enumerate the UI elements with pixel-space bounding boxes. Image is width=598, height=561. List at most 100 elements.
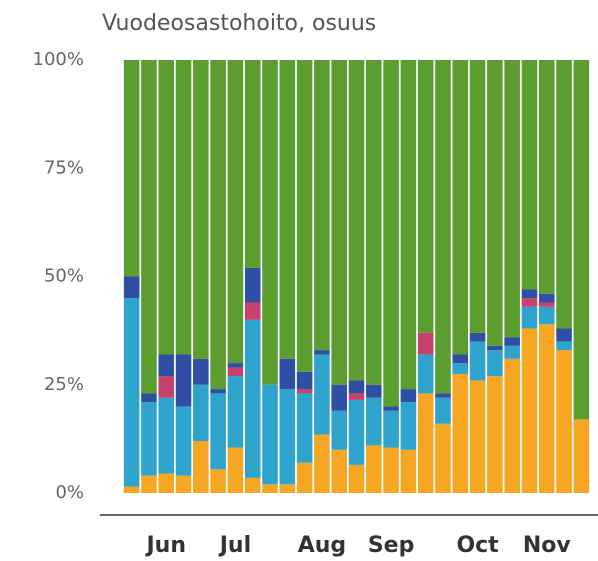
bar-segment: [193, 384, 209, 442]
bar-segment: [469, 60, 486, 333]
bar-segment: [331, 384, 347, 411]
bar-segment: [331, 410, 347, 450]
bar-segment: [469, 332, 486, 342]
bar-segment: [573, 60, 590, 420]
bar-segment: [279, 358, 296, 390]
bar-segment: [469, 380, 486, 493]
bar-segment: [296, 462, 313, 493]
bar-segment: [262, 484, 278, 493]
bar-segment: [400, 449, 417, 493]
bar-segment: [314, 350, 330, 355]
bar-segment: [296, 371, 313, 390]
bar-segment: [538, 324, 555, 493]
bar-segment: [279, 389, 296, 485]
y-tick-label: 100%: [33, 49, 84, 70]
bar-segment: [244, 477, 261, 493]
bar-segment: [435, 393, 451, 398]
bar-segment: [452, 354, 469, 364]
bar-segment: [244, 60, 261, 268]
bar-segment: [193, 60, 209, 359]
bar-segment: [314, 60, 330, 351]
bar-segment: [521, 60, 538, 290]
bar-segment: [279, 60, 296, 359]
bar-segment: [262, 384, 278, 485]
bar-segment: [452, 363, 469, 374]
bar-segment: [193, 358, 209, 385]
bar-segment: [538, 60, 555, 294]
x-tick-label: Jul: [218, 533, 251, 558]
bar-segment: [383, 60, 399, 407]
bar-segment: [158, 397, 175, 474]
bar-segment: [158, 473, 175, 493]
bar-segment: [435, 423, 451, 493]
bar-segment: [521, 289, 538, 299]
bar-segment: [210, 469, 226, 493]
bar-segment: [227, 376, 244, 448]
bar-segment: [348, 393, 365, 400]
bar-segment: [556, 60, 572, 329]
bar-segment: [417, 393, 434, 493]
bar-segment: [141, 475, 157, 493]
bar-segment: [348, 464, 365, 493]
bar-segment: [521, 328, 538, 493]
bar-segment: [210, 60, 226, 390]
bar-segment: [504, 358, 520, 493]
y-tick-label: 25%: [44, 374, 84, 395]
bar-segment: [348, 380, 365, 394]
bar-segment: [556, 328, 572, 342]
bar-segment: [175, 60, 192, 355]
x-tick-label: Jun: [144, 533, 186, 558]
bar-segment: [296, 60, 313, 372]
bar-segment: [123, 276, 140, 299]
bar-segment: [487, 376, 503, 493]
bar-segment: [158, 60, 175, 355]
y-tick-label: 75%: [44, 157, 84, 178]
y-tick-label: 50%: [44, 266, 84, 287]
bar-segment: [227, 60, 244, 364]
bar-segment: [366, 445, 382, 493]
bar-segment: [366, 60, 382, 385]
chart-title: Vuodeosastohoito, osuus: [102, 11, 376, 36]
bar-segment: [331, 60, 347, 385]
bar-segment: [227, 363, 244, 368]
bar-segment: [210, 393, 226, 470]
bar-segment: [521, 306, 538, 329]
bar-segment: [366, 397, 382, 446]
bar-segment: [158, 376, 175, 398]
y-tick-label: 0%: [55, 482, 84, 503]
bar-segment: [123, 298, 140, 487]
bar-segment: [383, 447, 399, 493]
bar-segment: [487, 350, 503, 377]
bar-segment: [452, 60, 469, 355]
bar-segment: [504, 337, 520, 346]
bar-segment: [175, 354, 192, 407]
bar-segment: [383, 410, 399, 448]
bar-segment: [556, 341, 572, 351]
bar-segment: [469, 341, 486, 381]
x-tick-label: Aug: [298, 533, 346, 558]
bar-segment: [435, 397, 451, 424]
bar-segment: [296, 389, 313, 394]
bar-segment: [417, 60, 434, 333]
bar-segment: [314, 354, 330, 435]
bar-segment: [348, 60, 365, 381]
bar-segment: [383, 406, 399, 411]
bar-segment: [123, 486, 140, 493]
bar-segment: [573, 419, 590, 493]
bar-segment: [175, 475, 192, 493]
bar-segment: [227, 367, 244, 377]
bar-segment: [296, 393, 313, 463]
bar-segment: [348, 399, 365, 465]
bar-segment: [244, 267, 261, 303]
bar-segment: [141, 393, 157, 403]
bar-segment: [279, 484, 296, 493]
bar-segment: [331, 449, 347, 493]
x-tick-label: Oct: [456, 533, 499, 558]
bar-segment: [435, 60, 451, 394]
bar-segment: [538, 293, 555, 303]
bar-segment: [452, 373, 469, 493]
bar-segment: [417, 332, 434, 355]
bar-segment: [538, 306, 555, 325]
bar-segment: [504, 345, 520, 359]
